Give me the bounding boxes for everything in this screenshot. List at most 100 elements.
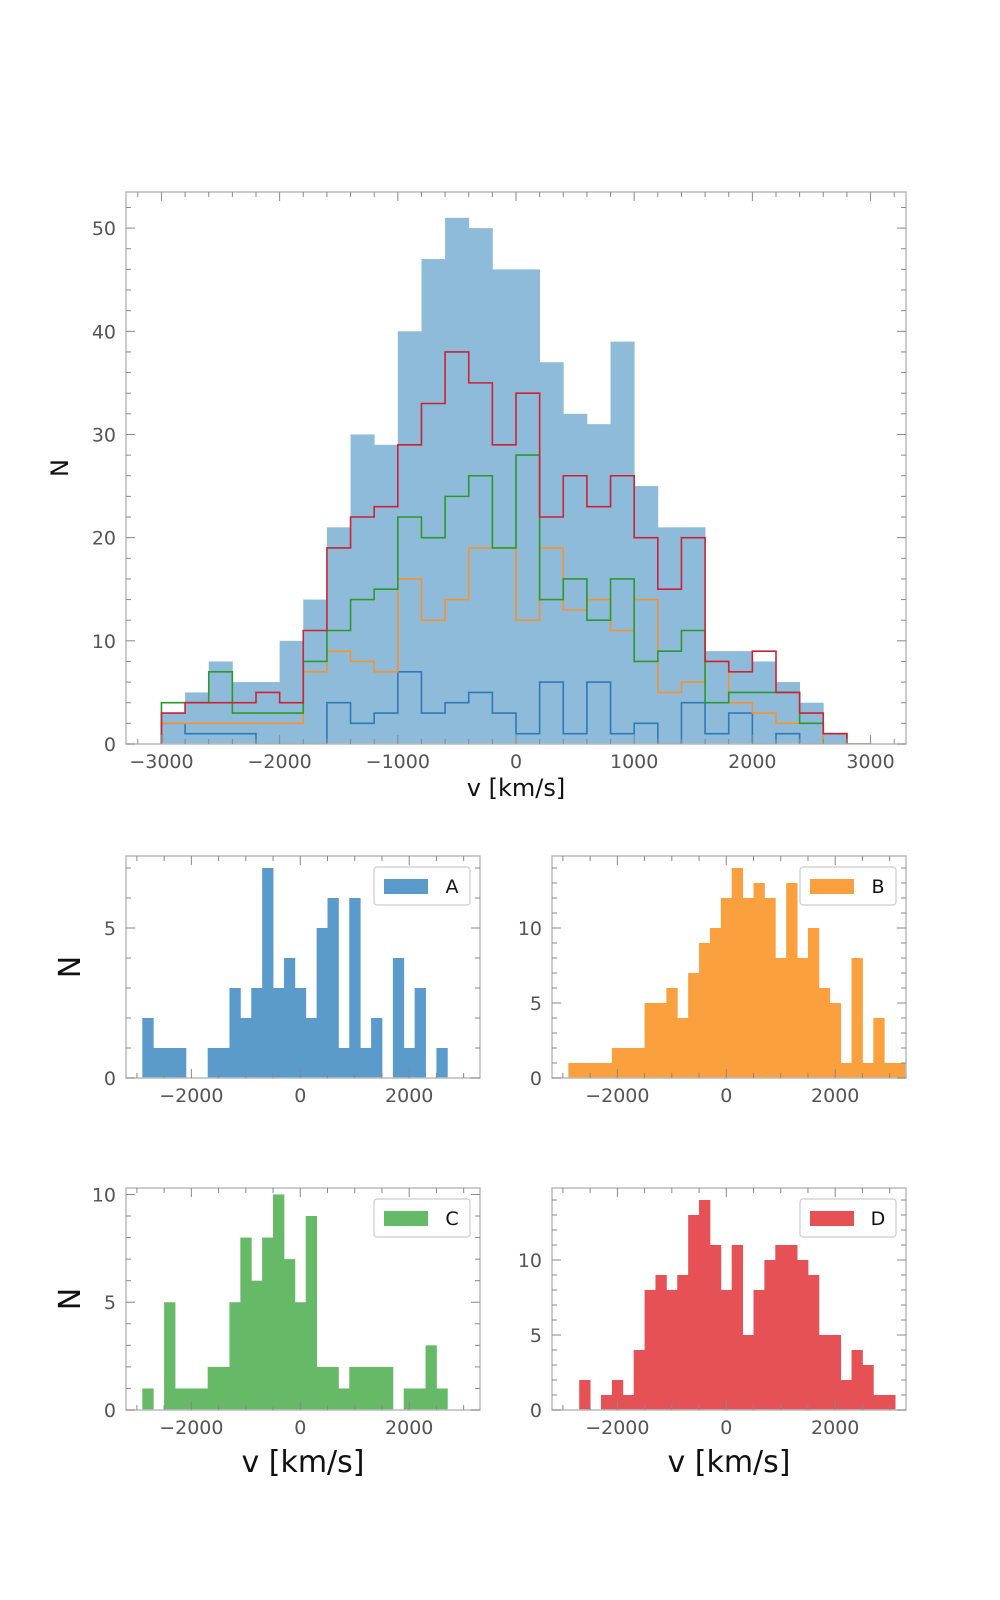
bar-all-16 xyxy=(539,362,564,744)
x-axis-label: v [km/s] xyxy=(467,774,565,802)
bar-b-16 xyxy=(742,898,754,1078)
bar-c-7 xyxy=(218,1366,230,1410)
bar-a-2 xyxy=(164,1048,176,1078)
y-tick-label: 20 xyxy=(92,528,116,550)
x-axis-label: v [km/s] xyxy=(241,1445,364,1480)
bar-all-25 xyxy=(752,661,777,744)
bar-a-25 xyxy=(414,988,426,1078)
bar-a-18 xyxy=(338,1048,350,1078)
legend-label: B xyxy=(871,876,884,898)
y-tick-label: 0 xyxy=(104,734,116,756)
bar-b-29 xyxy=(884,1063,896,1078)
bar-d-13 xyxy=(709,1245,722,1410)
bar-all-13 xyxy=(468,228,493,744)
bar-c-17 xyxy=(327,1366,339,1410)
plot-area xyxy=(568,868,906,1078)
y-tick-label: 5 xyxy=(104,1292,116,1314)
bar-d-23 xyxy=(818,1335,831,1410)
bar-d-5 xyxy=(622,1395,635,1410)
legend-swatch xyxy=(384,1211,428,1226)
bar-d-24 xyxy=(829,1335,842,1410)
bar-b-3 xyxy=(601,1063,613,1078)
bar-d-14 xyxy=(720,1290,733,1410)
bar-all-21 xyxy=(657,527,682,744)
bar-c-24 xyxy=(403,1388,416,1410)
x-tick-label: 2000 xyxy=(811,1417,859,1439)
bar-d-7 xyxy=(644,1290,656,1410)
legend-swatch xyxy=(384,879,428,894)
bar-b-17 xyxy=(753,883,765,1078)
bar-b-13 xyxy=(709,928,722,1078)
bar-c-25 xyxy=(414,1388,426,1410)
bar-b-2 xyxy=(590,1063,602,1078)
x-tick-label: 2000 xyxy=(385,1417,433,1439)
bar-d-28 xyxy=(873,1395,885,1410)
bar-c-22 xyxy=(381,1366,394,1410)
x-tick-label: −2000 xyxy=(159,1085,223,1107)
y-axis-label: N xyxy=(46,459,74,477)
bar-b-12 xyxy=(699,943,711,1078)
bar-d-1 xyxy=(579,1380,591,1410)
bar-b-20 xyxy=(786,883,798,1078)
bar-c-20 xyxy=(360,1366,372,1410)
bar-b-24 xyxy=(829,1003,842,1078)
bar-a-6 xyxy=(207,1048,219,1078)
histogram-c: −2000 0 2000 0 5 10 v [km/s] N C xyxy=(53,1184,481,1480)
bar-a-9 xyxy=(240,1018,252,1078)
x-tick-label: −3000 xyxy=(129,751,193,773)
bar-b-6 xyxy=(633,1048,645,1078)
bar-d-27 xyxy=(862,1365,874,1410)
y-tick-label: 5 xyxy=(530,993,542,1015)
bar-d-11 xyxy=(688,1215,700,1410)
bar-d-12 xyxy=(699,1200,711,1410)
bar-all-10 xyxy=(397,331,422,744)
x-tick-label: −2000 xyxy=(247,751,311,773)
legend-swatch xyxy=(810,879,854,894)
bar-a-1 xyxy=(153,1048,165,1078)
bar-b-5 xyxy=(622,1048,635,1078)
x-tick-label: 2000 xyxy=(728,751,776,773)
bar-b-30 xyxy=(895,1063,906,1078)
bar-c-0 xyxy=(142,1388,154,1410)
bar-d-19 xyxy=(775,1245,787,1410)
bar-a-8 xyxy=(229,988,241,1078)
bar-all-18 xyxy=(586,424,611,744)
bar-all-19 xyxy=(610,341,635,744)
bar-b-9 xyxy=(666,988,678,1078)
x-tick-label: 0 xyxy=(720,1085,732,1107)
bar-a-15 xyxy=(305,1018,318,1078)
bar-d-9 xyxy=(666,1290,678,1410)
y-axis-label: N xyxy=(53,1288,88,1310)
x-tick-label: 3000 xyxy=(846,751,894,773)
bar-c-19 xyxy=(349,1366,361,1410)
axes-frame xyxy=(125,855,481,1079)
bar-c-26 xyxy=(425,1345,437,1410)
bar-d-25 xyxy=(840,1380,852,1410)
x-tick-label: 0 xyxy=(294,1417,306,1439)
bar-b-8 xyxy=(655,1003,667,1078)
bar-all-15 xyxy=(516,269,541,744)
bar-c-10 xyxy=(251,1280,263,1410)
step-series-d xyxy=(160,351,871,744)
y-tick-label: 10 xyxy=(92,1184,116,1206)
bar-a-12 xyxy=(273,988,285,1078)
bar-c-11 xyxy=(262,1237,274,1410)
legend: A xyxy=(373,866,471,906)
x-tick-label: 0 xyxy=(510,751,522,773)
bar-b-25 xyxy=(840,1063,852,1078)
histogram-a: −2000 0 2000 0 5N A xyxy=(53,855,481,1107)
axes-frame xyxy=(125,1187,481,1411)
main-histogram: −3000 −2000 −1000 0 1000 2000 3000 0 10 20 30 40 50 v… xyxy=(46,191,907,802)
bar-a-23 xyxy=(392,958,405,1078)
bar-a-27 xyxy=(436,1048,448,1078)
legend-label: C xyxy=(445,1208,458,1230)
bar-c-5 xyxy=(196,1388,209,1410)
bar-c-8 xyxy=(229,1302,241,1410)
bar-a-11 xyxy=(262,868,274,1078)
bar-d-3 xyxy=(601,1395,613,1410)
bar-c-18 xyxy=(338,1388,350,1410)
bar-c-12 xyxy=(273,1194,285,1410)
legend: C xyxy=(373,1198,471,1238)
legend: B xyxy=(799,866,897,906)
y-tick-label: 10 xyxy=(92,631,116,653)
